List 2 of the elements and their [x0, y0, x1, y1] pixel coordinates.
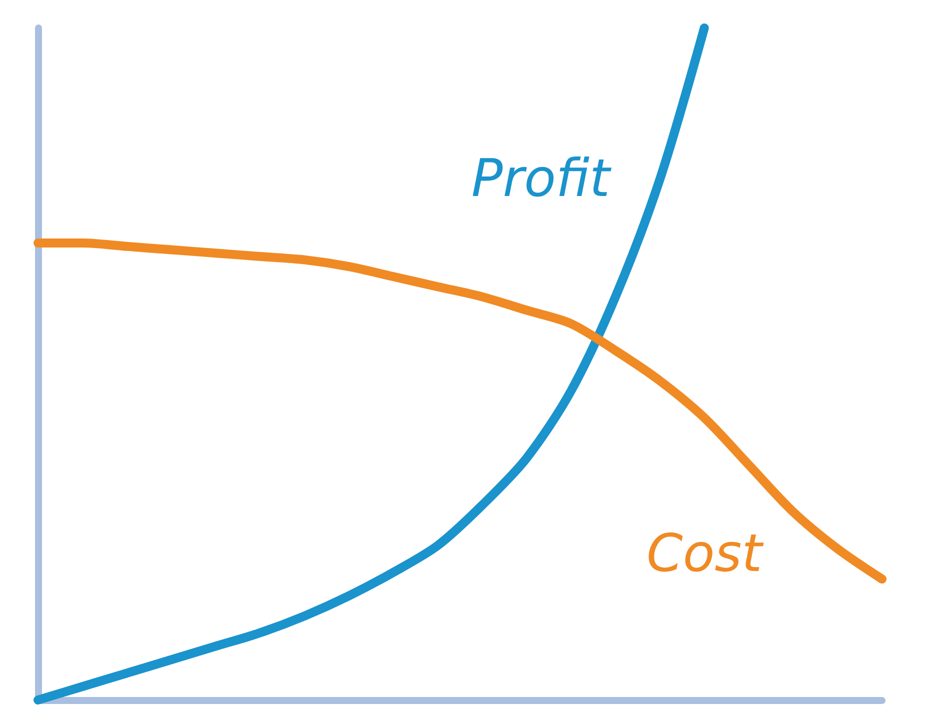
series-label: Profit	[471, 149, 612, 210]
series-label: Cost	[646, 524, 764, 584]
